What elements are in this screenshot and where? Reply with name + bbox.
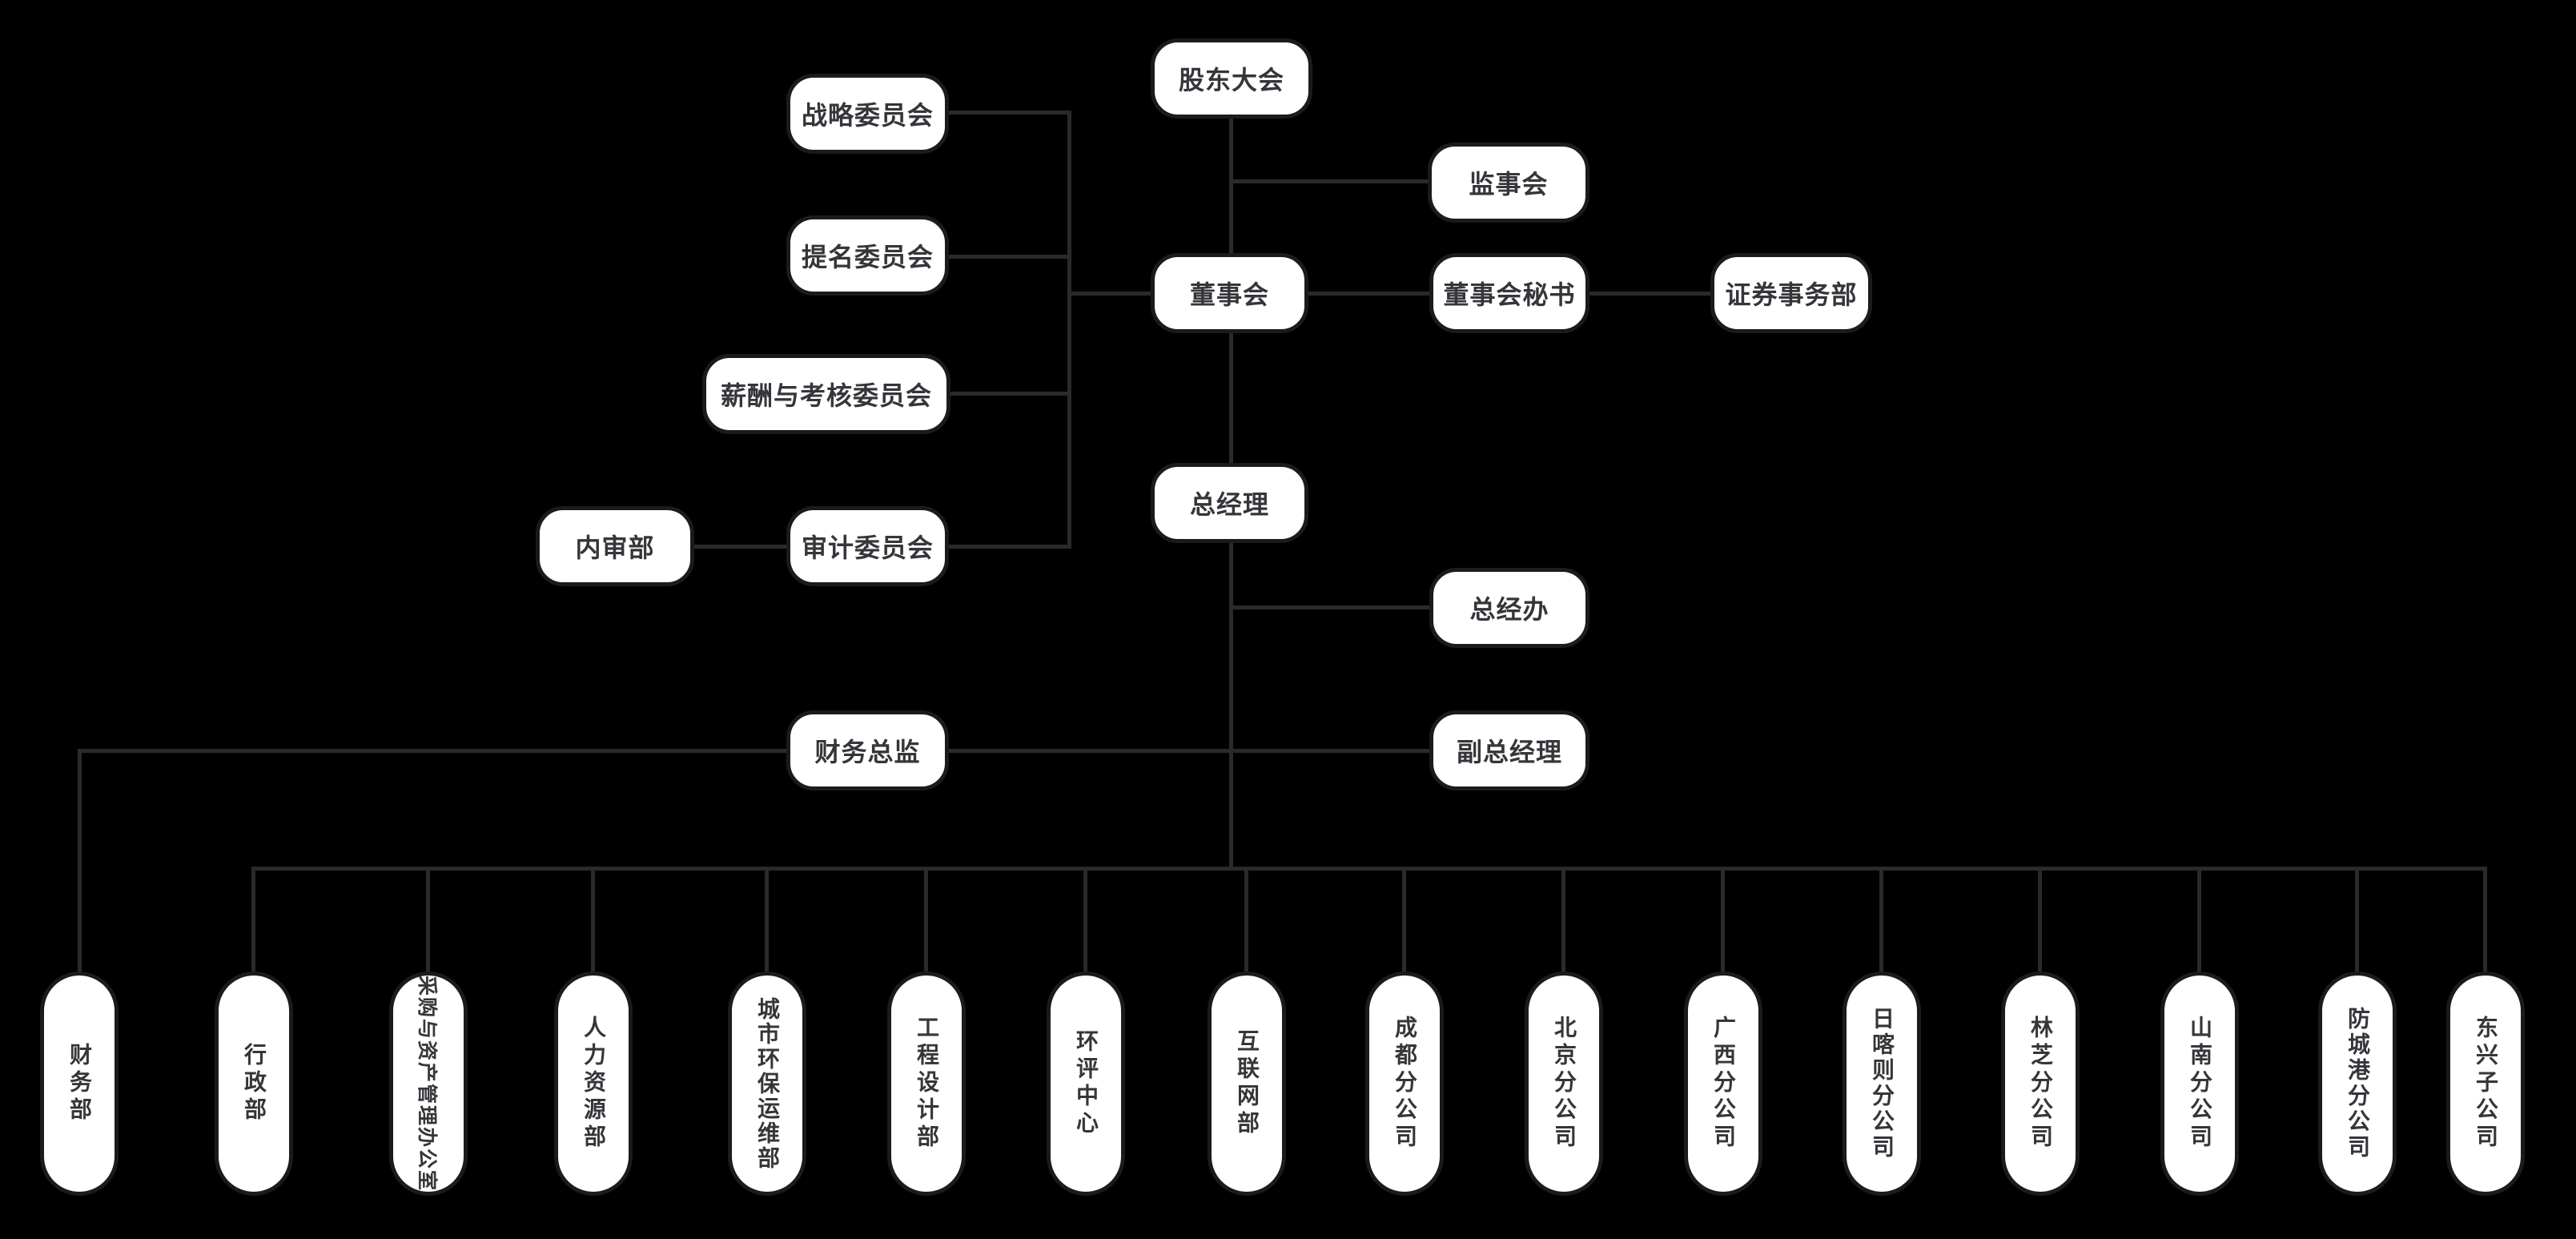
node-shareholders-meeting: 股东大会 [1151, 38, 1312, 119]
bottom-bus-line [251, 867, 2487, 871]
node-label: 证券事务部 [1725, 280, 1858, 309]
node-label: 山南分公司 [2188, 1016, 2212, 1152]
internal-audit-link [689, 545, 793, 549]
trunk-line-board-gm [1229, 333, 1233, 463]
node-label: 提名委员会 [801, 243, 934, 272]
node-label: 监事会 [1469, 170, 1549, 199]
dept-drop [924, 867, 928, 976]
deputy-row-line [78, 749, 1432, 753]
node-label: 内审部 [575, 533, 655, 562]
dept-drop [2483, 867, 2487, 976]
node-label: 审计委员会 [801, 533, 934, 562]
node-compensation-assessment-committee: 薪酬与考核委员会 [702, 354, 950, 434]
nomination-committee-stub [945, 255, 1071, 259]
dept-drop [765, 867, 769, 976]
bus-to-board-link [1067, 292, 1152, 296]
node-guangxi-branch: 广西分公司 [1684, 971, 1762, 1196]
node-beijing-branch: 北京分公司 [1525, 971, 1603, 1196]
node-label: 股东大会 [1178, 66, 1284, 95]
dept-drop [2197, 867, 2201, 976]
node-fangchenggang-branch: 防城港分公司 [2318, 971, 2397, 1196]
node-board-secretary: 董事会秘书 [1429, 253, 1589, 333]
node-deputy-general-manager: 副总经理 [1429, 710, 1589, 790]
supervisory-board-link [1233, 179, 1429, 183]
node-label: 总经办 [1469, 595, 1549, 624]
node-label: 采购与资产管理办公室 [416, 975, 439, 1193]
node-label: 人力资源部 [581, 1016, 606, 1152]
finance-dept-drop [78, 749, 82, 977]
node-label: 工程设计部 [914, 1016, 939, 1152]
dept-drop [1244, 867, 1248, 976]
node-label: 广西分公司 [1711, 1016, 1736, 1152]
trunk-line-gm-bus [1229, 543, 1233, 871]
audit-committee-stub [945, 545, 1071, 549]
dept-drop [1402, 867, 1406, 976]
node-audit-committee: 审计委员会 [786, 506, 949, 586]
node-label: 行政部 [242, 1043, 267, 1124]
node-gm-office: 总经办 [1429, 568, 1589, 648]
node-board-of-directors: 董事会 [1151, 253, 1308, 333]
trunk-line-shareholders-board [1229, 119, 1233, 253]
node-label: 互联网部 [1235, 1029, 1260, 1138]
dept-drop [426, 867, 430, 976]
node-label: 副总经理 [1456, 738, 1562, 766]
node-urban-env-operations-dept: 城市环保运维部 [728, 971, 806, 1196]
node-finance-dept: 财务部 [40, 971, 119, 1196]
node-label: 战略委员会 [801, 101, 934, 130]
node-label: 成都分公司 [1392, 1016, 1417, 1152]
node-label: 总经理 [1189, 490, 1269, 519]
node-admin-dept: 行政部 [215, 971, 293, 1196]
node-nomination-committee: 提名委员会 [786, 215, 949, 296]
dept-drop [251, 867, 255, 976]
node-label: 东兴子公司 [2474, 1016, 2498, 1152]
node-procurement-asset-mgmt-office: 采购与资产管理办公室 [389, 971, 468, 1196]
node-finance-director: 财务总监 [786, 710, 949, 790]
node-label: 北京分公司 [1552, 1016, 1577, 1152]
node-label: 财务总监 [814, 738, 921, 766]
dept-drop [1561, 867, 1565, 976]
node-shigatse-branch: 日喀则分公司 [1843, 971, 1921, 1196]
dept-drop [2355, 867, 2359, 976]
node-internet-dept: 互联网部 [1208, 971, 1286, 1196]
node-general-manager: 总经理 [1151, 463, 1308, 543]
node-nyingchi-branch: 林芝分公司 [2001, 971, 2080, 1196]
board-secretary-link [1305, 292, 1433, 296]
securities-dept-link [1586, 292, 1714, 296]
dept-drop [1083, 867, 1087, 976]
node-securities-affairs-dept: 证券事务部 [1710, 253, 1872, 333]
dept-drop [1721, 867, 1725, 976]
node-internal-audit-dept: 内审部 [536, 506, 694, 586]
dept-drop [2038, 867, 2042, 976]
node-shannan-branch: 山南分公司 [2160, 971, 2239, 1196]
node-label: 环评中心 [1074, 1029, 1099, 1138]
node-label: 董事会秘书 [1443, 280, 1576, 309]
node-dongxing-subsidiary: 东兴子公司 [2446, 971, 2525, 1196]
gm-office-link [1233, 605, 1429, 609]
strategy-committee-stub [945, 111, 1071, 115]
node-chengdu-branch: 成都分公司 [1365, 971, 1444, 1196]
node-supervisory-board: 监事会 [1428, 143, 1589, 223]
node-strategy-committee: 战略委员会 [786, 74, 949, 154]
node-label: 财务部 [67, 1043, 92, 1124]
dept-drop [1879, 867, 1883, 976]
node-engineering-design-dept: 工程设计部 [887, 971, 966, 1196]
node-label: 董事会 [1189, 280, 1269, 309]
node-label: 薪酬与考核委员会 [720, 381, 932, 410]
node-label: 日喀则分公司 [1870, 1007, 1895, 1161]
node-hr-dept: 人力资源部 [554, 971, 633, 1196]
dept-drop [591, 867, 595, 976]
node-label: 防城港分公司 [2345, 1007, 2370, 1161]
compensation-committee-stub [948, 392, 1071, 396]
node-label: 林芝分公司 [2028, 1016, 2053, 1152]
committee-bus-line [1067, 111, 1071, 549]
node-label: 城市环保运维部 [755, 996, 780, 1171]
node-eia-center: 环评中心 [1047, 971, 1125, 1196]
